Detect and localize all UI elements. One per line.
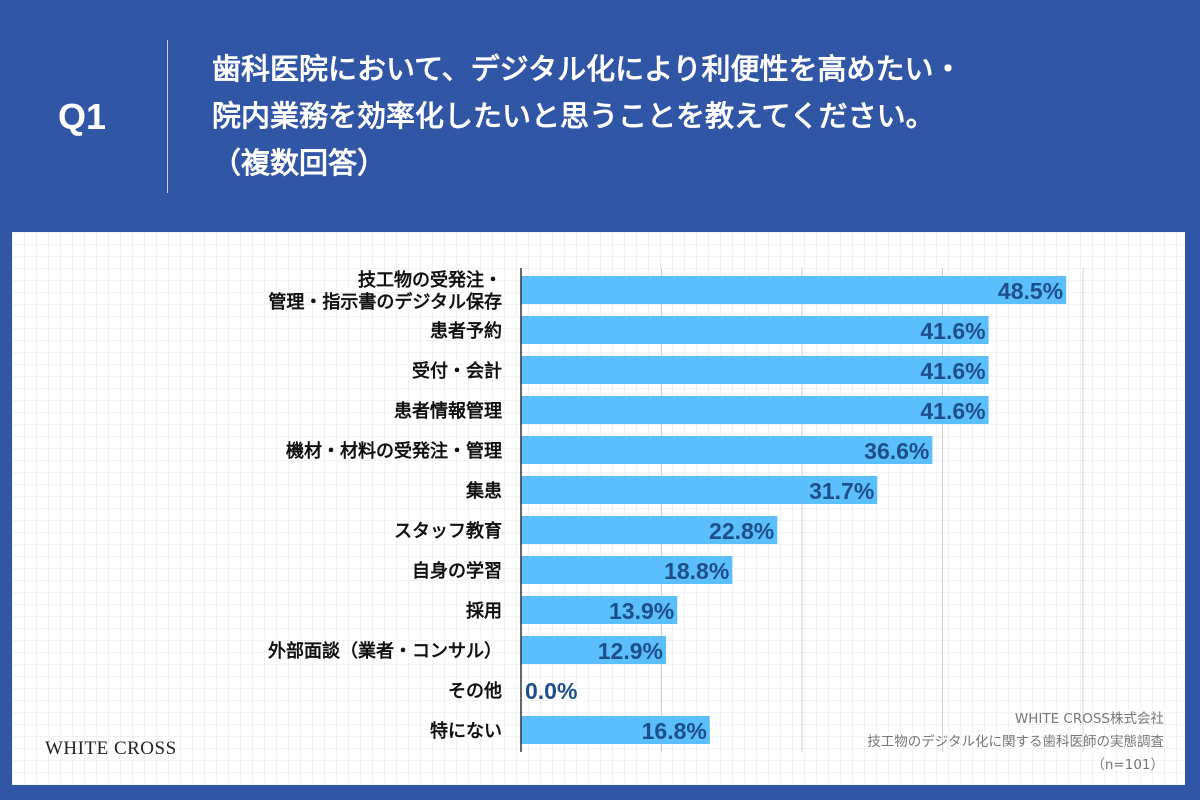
data-label: 13.9% xyxy=(609,598,674,624)
divider xyxy=(167,40,168,193)
category-label: 集患 xyxy=(465,480,502,502)
bar xyxy=(521,716,710,744)
category-label: 技工物の受発注・ xyxy=(358,269,502,291)
category-label: 患者予約 xyxy=(430,320,502,342)
category-label: 機材・材料の受発注・管理 xyxy=(286,440,502,462)
bar xyxy=(521,276,1067,304)
source-company: WHITE CROSS株式会社 xyxy=(1014,711,1164,727)
question-title: 歯科医院において、デジタル化により利便性を高めたい・ 院内業務を効率化したいと思… xyxy=(212,52,963,180)
question-number: Q1 xyxy=(58,96,107,137)
data-label: 41.6% xyxy=(920,358,985,384)
source-note: WHITE CROSS株式会社 技工物のデジタル化に関する歯科医師の実態調査 （… xyxy=(867,708,1164,777)
source-survey: 技工物のデジタル化に関する歯科医師の実態調査 xyxy=(867,734,1164,750)
bar xyxy=(521,396,989,424)
category-label: 受付・会計 xyxy=(412,360,502,382)
bar xyxy=(521,516,778,544)
bar xyxy=(521,556,733,584)
category-label: 特にない xyxy=(430,720,502,742)
source-sample: （n=101） xyxy=(1091,757,1164,773)
category-label: 採用 xyxy=(466,600,502,622)
category-label: 外部面談（業者・コンサル） xyxy=(268,640,502,662)
data-label: 16.8% xyxy=(642,718,707,744)
bar xyxy=(521,636,666,664)
bar xyxy=(521,356,989,384)
category-label: 患者情報管理 xyxy=(394,400,502,422)
category-label: その他 xyxy=(448,680,502,702)
bar xyxy=(521,436,933,464)
bar xyxy=(521,316,989,344)
data-label: 12.9% xyxy=(598,638,663,664)
category-label: スタッフ教育 xyxy=(394,520,502,542)
bar xyxy=(521,596,678,624)
category-label: 自身の学習 xyxy=(412,560,502,582)
data-label: 36.6% xyxy=(864,438,929,464)
category-label: 管理・指示書のデジタル保存 xyxy=(268,291,502,313)
data-label: 48.5% xyxy=(998,278,1063,304)
data-label: 22.8% xyxy=(709,518,774,544)
data-label: 18.8% xyxy=(664,558,729,584)
data-label: 41.6% xyxy=(920,398,985,424)
data-label: 0.0% xyxy=(525,678,577,704)
logo: WHITE CROSS xyxy=(45,738,177,759)
data-label: 41.6% xyxy=(920,318,985,344)
data-label: 31.7% xyxy=(809,478,874,504)
bar xyxy=(521,476,878,504)
